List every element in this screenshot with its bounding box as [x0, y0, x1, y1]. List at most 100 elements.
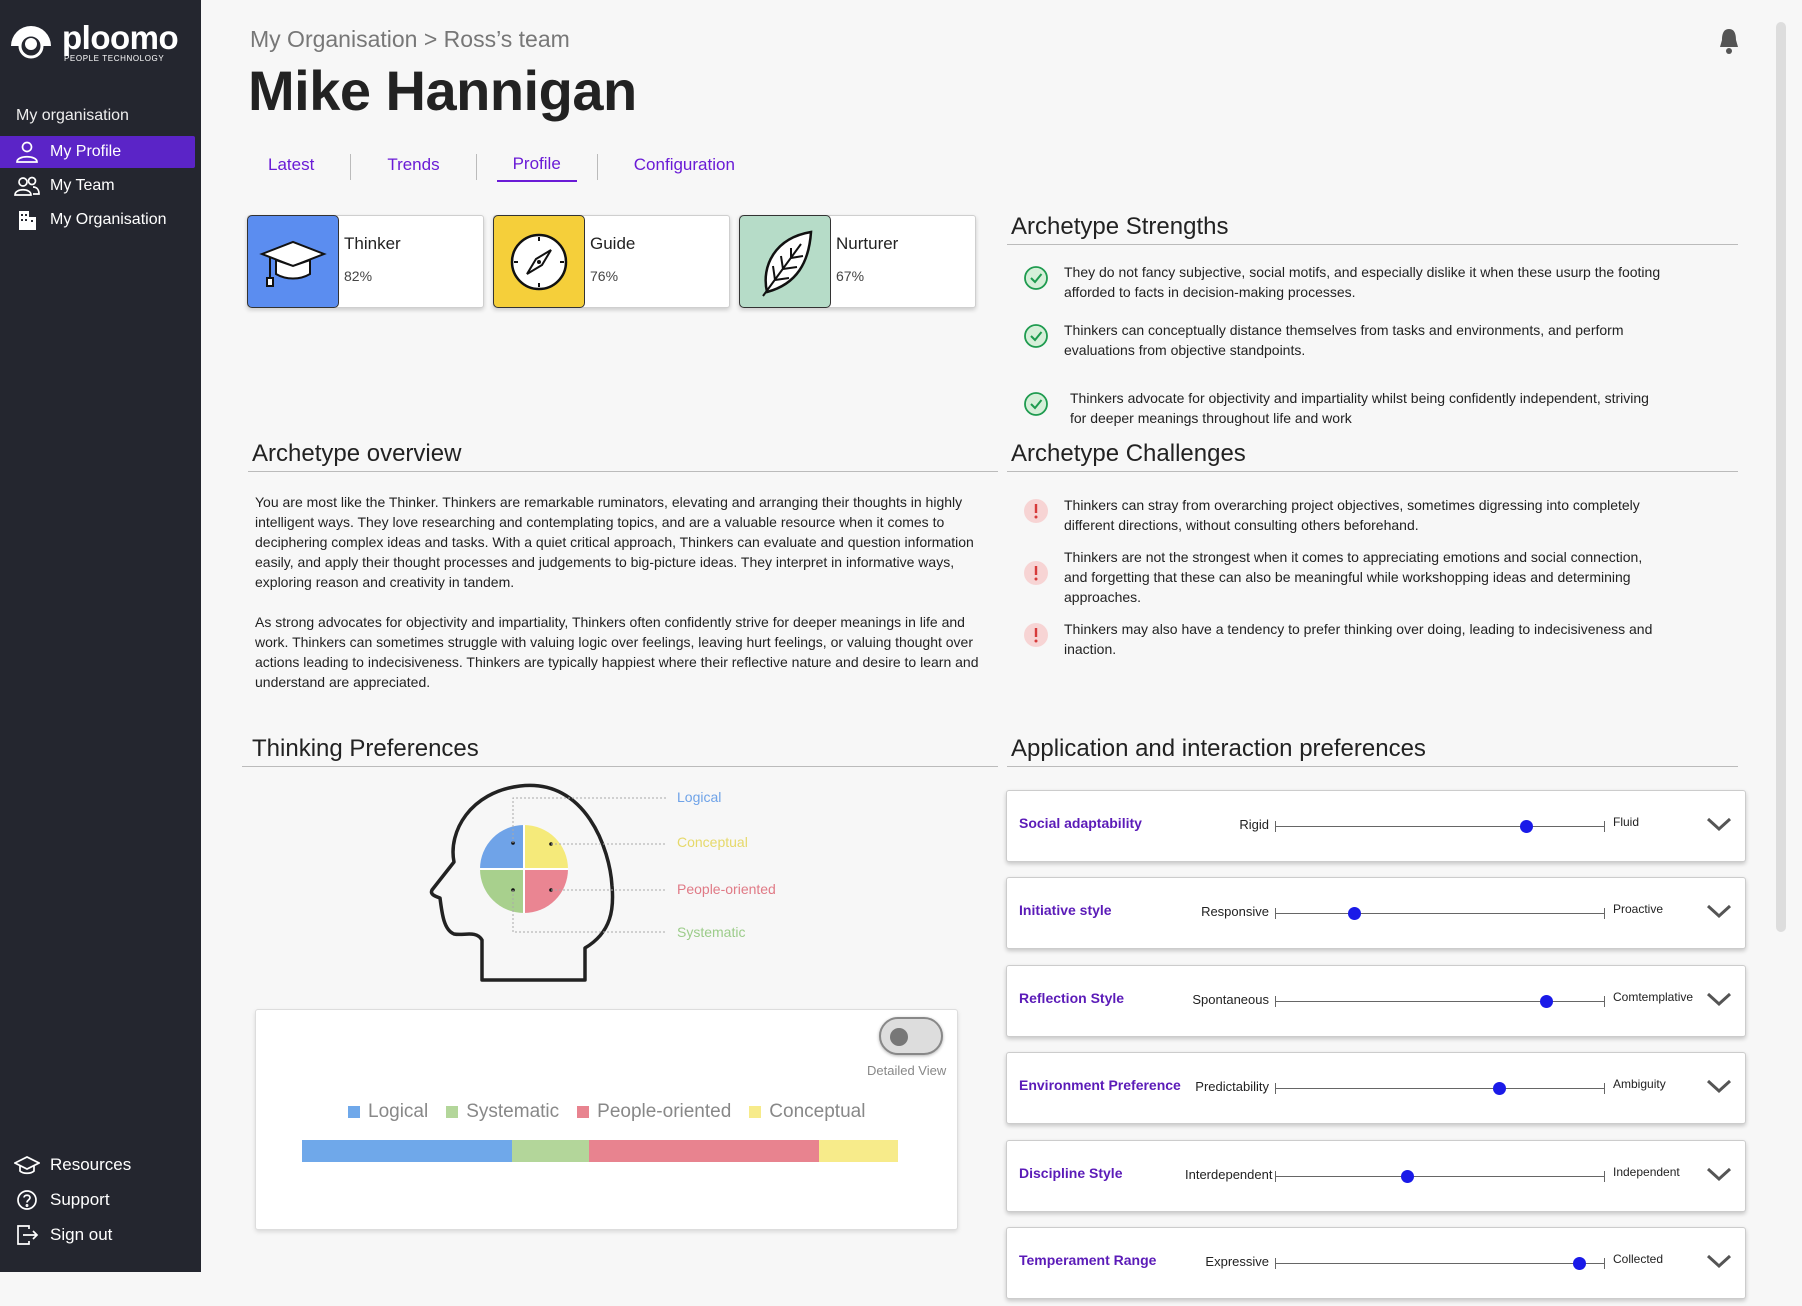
preference-card-reflection-style[interactable]: Reflection Style Spontaneous Comtemplative: [1006, 965, 1746, 1037]
preference-name: Reflection Style: [1019, 990, 1125, 1006]
preference-name: Discipline Style: [1019, 1165, 1123, 1181]
sidebar-bottom-nav: Resources Support Sign out: [0, 1148, 201, 1253]
list-item: They do not fancy subjective, social mot…: [1022, 262, 1662, 302]
preference-card-environment-preference[interactable]: Environment Preference Predictability Ambi…: [1006, 1052, 1746, 1124]
challenge-text: Thinkers are not the strongest when it c…: [1064, 549, 1643, 605]
legend-item-people-oriented: People-oriented: [577, 1101, 731, 1123]
tab-separator: [596, 154, 598, 180]
chevron-down-icon[interactable]: [1704, 988, 1734, 1010]
preference-slider[interactable]: [1275, 995, 1605, 1008]
scrollbar[interactable]: [1776, 22, 1786, 932]
legend-label: Logical: [368, 1101, 429, 1122]
toggle-knob: [890, 1028, 908, 1046]
overview-text: You are most like the Thinker. Thinkers …: [255, 492, 985, 712]
sidebar-item-my-team[interactable]: My Team: [0, 170, 195, 202]
archetype-name: Thinker: [344, 234, 401, 253]
thinking-legend: Logical Systematic People-oriented Conce…: [348, 1101, 883, 1123]
archetype-card-nurturer[interactable]: Nurturer 67%: [739, 215, 976, 308]
check-circle-icon: [1024, 324, 1048, 348]
sidebar-item-resources[interactable]: Resources: [0, 1148, 195, 1181]
chevron-down-icon[interactable]: [1704, 1163, 1734, 1185]
strengths-heading: Archetype Strengths: [1007, 213, 1738, 245]
legend-label: Systematic: [466, 1101, 560, 1122]
list-item: Thinkers may also have a tendency to pre…: [1022, 619, 1662, 659]
application-heading: Application and interaction preferences: [1007, 735, 1738, 767]
check-circle-icon: [1024, 266, 1048, 290]
sidebar-item-label: My Team: [50, 177, 115, 194]
thinking-head-diagram: Logical Conceptual People-oriented Syste…: [420, 780, 800, 990]
thinking-heading: Thinking Preferences: [242, 735, 998, 767]
tab-profile[interactable]: Profile: [496, 152, 577, 182]
tab-configuration[interactable]: Configuration: [633, 155, 735, 174]
chevron-down-icon[interactable]: [1704, 1075, 1734, 1097]
page-title: Mike Hannigan: [248, 59, 637, 122]
preference-slider[interactable]: [1275, 1257, 1605, 1270]
preference-card-social-adaptability[interactable]: Social adaptability Rigid Fluid: [1006, 790, 1746, 862]
slider-handle[interactable]: [1572, 1257, 1586, 1270]
strength-text: Thinkers advocate for objectivity and im…: [1070, 390, 1649, 426]
archetype-icon-box: [739, 215, 831, 308]
alert-circle-icon: [1024, 623, 1048, 647]
preference-card-discipline-style[interactable]: Discipline Style Interdependent Independen…: [1006, 1140, 1746, 1212]
archetype-percent: 76%: [590, 268, 619, 284]
preference-slider[interactable]: [1275, 1082, 1605, 1095]
preference-left-label: Rigid: [1239, 817, 1269, 832]
chevron-down-icon[interactable]: [1704, 900, 1734, 922]
sidebar-nav: My Profile My Team My Organisation: [0, 136, 201, 238]
slider-handle[interactable]: [1401, 1170, 1414, 1183]
sidebar-item-sign-out[interactable]: Sign out: [0, 1218, 195, 1251]
preference-right-label: Fluid: [1613, 815, 1640, 829]
strength-text: They do not fancy subjective, social mot…: [1064, 264, 1661, 300]
list-item: Thinkers are not the strongest when it c…: [1022, 547, 1662, 607]
preference-name: Initiative style: [1019, 902, 1112, 918]
strengths-list: They do not fancy subjective, social mot…: [1022, 262, 1662, 446]
graduation-cap-icon: [14, 1155, 40, 1174]
preference-card-initiative-style[interactable]: Initiative style Responsive Proactive: [1006, 877, 1746, 949]
chevron-down-icon[interactable]: [1704, 1250, 1734, 1272]
chevron-down-icon[interactable]: [1704, 813, 1734, 835]
legend-label: People-oriented: [597, 1101, 732, 1122]
overview-heading: Archetype overview: [248, 440, 998, 472]
preference-slider[interactable]: [1275, 1170, 1605, 1183]
preference-right-label: Collected: [1613, 1252, 1664, 1266]
head-illustration: [429, 783, 666, 982]
tab-trends[interactable]: Trends: [387, 155, 440, 174]
sidebar-item-my-profile[interactable]: My Profile: [0, 136, 195, 168]
challenge-text: Thinkers can stray from overarching proj…: [1064, 497, 1640, 533]
slider-handle[interactable]: [1493, 1082, 1507, 1095]
sidebar-item-support[interactable]: Support: [0, 1183, 195, 1216]
sidebar-item-my-organisation[interactable]: My Organisation: [0, 204, 195, 236]
preference-left-label: Responsive: [1201, 904, 1269, 919]
slider-handle[interactable]: [1539, 995, 1553, 1008]
legend-swatch: [446, 1106, 459, 1118]
preference-slider[interactable]: [1275, 820, 1605, 833]
slider-handle[interactable]: [1519, 820, 1533, 833]
user-icon: [16, 141, 38, 163]
preference-right-label: Ambiguity: [1613, 1077, 1666, 1091]
legend-item-logical: Logical: [348, 1101, 428, 1123]
preference-name: Social adaptability: [1019, 815, 1142, 831]
slider-handle[interactable]: [1348, 907, 1362, 920]
archetype-percent: 82%: [344, 268, 373, 284]
alert-circle-icon: [1024, 561, 1048, 585]
preference-right-label: Independent: [1613, 1165, 1680, 1179]
notification-bell-icon[interactable]: [1716, 27, 1742, 55]
breadcrumb[interactable]: My Organisation > Ross’s team: [250, 26, 570, 52]
building-icon: [19, 211, 36, 230]
archetype-card-guide[interactable]: Guide 76%: [493, 215, 730, 308]
sidebar-item-label: Support: [50, 1189, 110, 1209]
thinking-stacked-bar: [302, 1140, 898, 1162]
preference-card-temperament-range[interactable]: Temperament Range Expressive Collected: [1006, 1227, 1746, 1299]
overview-paragraph: You are most like the Thinker. Thinkers …: [255, 494, 974, 590]
preference-left-label: Predictability: [1195, 1079, 1269, 1094]
head-label-people-oriented: People-oriented: [677, 881, 776, 897]
archetype-card-thinker[interactable]: Thinker 82%: [247, 215, 484, 308]
sidebar-item-label: My Organisation: [50, 211, 167, 228]
challenges-list: Thinkers can stray from overarching proj…: [1022, 495, 1662, 677]
tab-latest[interactable]: Latest: [268, 155, 315, 174]
detailed-view-toggle[interactable]: [879, 1017, 943, 1055]
preference-slider[interactable]: [1275, 907, 1605, 920]
preference-name: Temperament Range: [1019, 1252, 1157, 1268]
ploomo-logo[interactable]: ploomo PEOPLE TECHNOLOGY: [8, 21, 179, 63]
legend-swatch: [577, 1106, 590, 1118]
